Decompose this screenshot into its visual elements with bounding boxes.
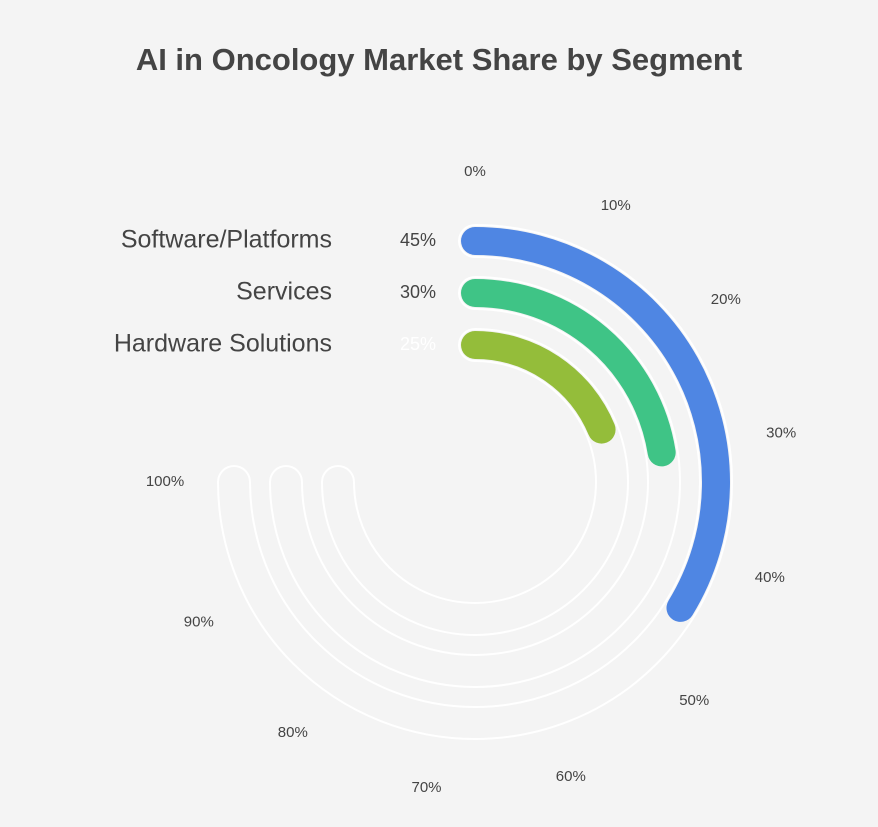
tick-label: 20%: [711, 291, 741, 308]
tick-label: 10%: [601, 197, 631, 214]
tick-label: 30%: [766, 424, 796, 441]
tick-label: 90%: [184, 614, 214, 631]
bar: [461, 227, 730, 622]
tick-label: 100%: [146, 473, 184, 490]
tick-label: 50%: [679, 692, 709, 709]
tick-label: 60%: [556, 768, 586, 785]
category-label: Hardware Solutions: [114, 330, 332, 358]
category-label: Services: [236, 278, 332, 306]
bar: [461, 331, 616, 444]
value-label: 25%: [400, 334, 436, 354]
chart-title: AI in Oncology Market Share by Segment: [136, 42, 742, 77]
tick-label: 70%: [411, 779, 441, 796]
category-label: Software/Platforms: [121, 226, 332, 254]
value-label: 45%: [400, 230, 436, 250]
bar: [461, 279, 676, 467]
tick-label: 40%: [755, 569, 785, 586]
tick-label: 0%: [464, 163, 486, 180]
tick-label: 80%: [278, 724, 308, 741]
value-label: 30%: [400, 282, 436, 302]
